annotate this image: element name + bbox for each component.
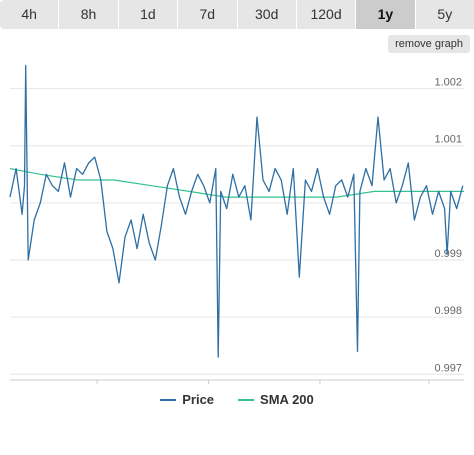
y-axis-ticks: 0.997 0.998 0.999 1.001 1.002 xyxy=(434,77,462,375)
chart-series xyxy=(9,65,464,358)
remove-graph-button[interactable]: remove graph xyxy=(388,35,470,53)
price-chart: 0.997 0.998 0.999 1.001 1.002 Jul '25Oct '25… xyxy=(9,65,464,384)
tab-7d[interactable]: 7d xyxy=(178,0,238,29)
legend-label-sma: SMA 200 xyxy=(260,392,314,407)
y-tick-label: 0.999 xyxy=(434,248,462,260)
legend-item-sma[interactable]: SMA 200 xyxy=(238,392,314,407)
tab-30d[interactable]: 30d xyxy=(237,0,297,29)
tab-8h[interactable]: 8h xyxy=(59,0,119,29)
legend-label-price: Price xyxy=(182,392,215,407)
tab-1d[interactable]: 1d xyxy=(118,0,179,29)
y-tick-label: 1.002 xyxy=(434,77,462,89)
series-line-sma-200[interactable] xyxy=(9,168,464,198)
y-tick-label: 0.997 xyxy=(434,362,462,374)
chart-grid xyxy=(10,88,464,375)
x-axis-ticks: Jul '25Oct '25Jan '26Apr '26 xyxy=(10,379,464,384)
y-tick-label: 1.001 xyxy=(434,134,462,146)
tab-120d[interactable]: 120d xyxy=(296,0,357,29)
timeframe-tabs: 4h 8h 1d 7d 30d 120d 1y 5y xyxy=(0,0,474,29)
legend-swatch-price xyxy=(160,398,177,401)
tab-5y[interactable]: 5y xyxy=(415,0,474,29)
series-line-price[interactable] xyxy=(9,65,464,358)
chart-legend: Price SMA 200 xyxy=(0,392,474,407)
y-tick-label: 0.998 xyxy=(434,305,462,317)
tab-1y[interactable]: 1y xyxy=(356,0,416,29)
legend-item-price[interactable]: Price xyxy=(160,392,214,407)
tab-4h[interactable]: 4h xyxy=(0,0,60,29)
legend-swatch-sma xyxy=(238,398,255,401)
